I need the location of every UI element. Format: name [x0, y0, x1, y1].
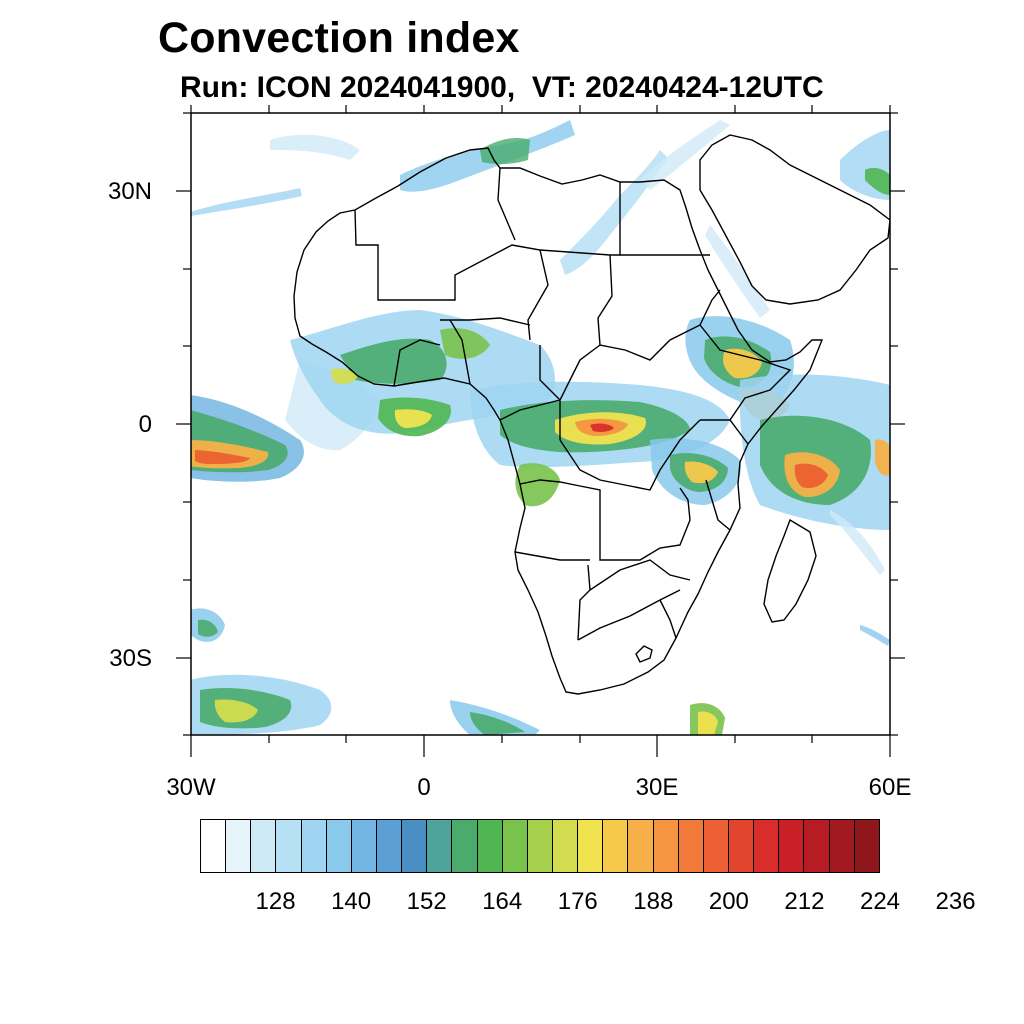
- colorbar-box: [552, 820, 579, 872]
- colorbar-tick-label: 236: [935, 888, 976, 915]
- colorbar-tick-label: 140: [331, 888, 372, 915]
- convection-shading: [191, 120, 890, 735]
- colorbar-tick-label: 152: [406, 888, 447, 915]
- colorbar-tick-label: 128: [255, 888, 296, 915]
- lat-label-30n: 30N: [107, 178, 152, 205]
- map-title: Convection index: [158, 14, 520, 62]
- colorbar-box: [754, 820, 780, 872]
- colorbar-box: [477, 820, 503, 872]
- colorbar-box: [527, 820, 553, 872]
- lon-label-30w: 30W: [166, 774, 216, 801]
- colorbar-box: [728, 820, 755, 872]
- colorbar-tick-label: 176: [557, 888, 598, 915]
- colorbar-tick-label: 188: [633, 888, 674, 915]
- colorbar-box: [603, 820, 629, 872]
- colorbar-box: [326, 820, 352, 872]
- coastlines-and-borders: [293, 134, 890, 695]
- colorbar-box: [502, 820, 528, 872]
- colorbar-box: [402, 820, 428, 872]
- colorbar-box: [578, 820, 604, 872]
- colorbar-box: [427, 820, 453, 872]
- colorbar-box: [276, 820, 302, 872]
- colorbar-box: [779, 820, 805, 872]
- axis-ticks: [176, 105, 905, 757]
- colorbar-box: [351, 820, 377, 872]
- lon-label-60e: 60E: [868, 774, 912, 801]
- colorbar-tick-label: 200: [708, 888, 749, 915]
- colorbar-box: [678, 820, 704, 872]
- colorbar-box: [854, 820, 879, 872]
- colorbar-box: [829, 820, 855, 872]
- colorbar-box: [628, 820, 654, 872]
- lon-label-30e: 30E: [635, 774, 679, 801]
- colorbar-box: [301, 820, 327, 872]
- colorbar-box: [201, 820, 227, 872]
- colorbar-box: [653, 820, 679, 872]
- colorbar-box: [376, 820, 403, 872]
- colorbar-box: [251, 820, 277, 872]
- lat-label-30s: 30S: [109, 645, 152, 672]
- lon-label-0: 0: [417, 774, 431, 801]
- colorbar-tick-label: 164: [482, 888, 523, 915]
- colorbar-box: [452, 820, 478, 872]
- colorbar-box: [703, 820, 729, 872]
- colorbar-box: [226, 820, 252, 872]
- run-subtitle: Run: ICON 2024041900, VT: 20240424-12UTC: [180, 71, 824, 104]
- colorbar-tick-label: 224: [859, 888, 901, 915]
- colorbar: [200, 819, 880, 873]
- colorbar-box: [804, 820, 830, 872]
- colorbar-tick-label: 212: [784, 888, 825, 915]
- lat-label-0: 0: [138, 411, 152, 438]
